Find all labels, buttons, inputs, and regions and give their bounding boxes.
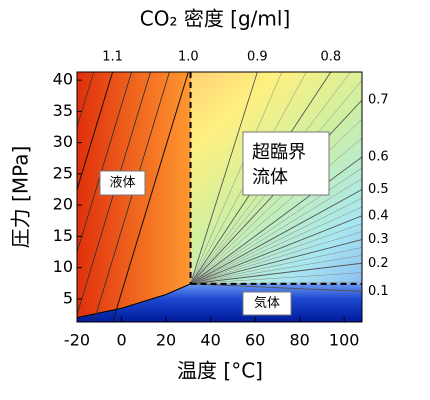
x-tick-label: 80 (289, 331, 309, 350)
x-tick-label: 20 (156, 331, 176, 350)
density-contour (190, 178, 362, 285)
density-contour (77, 72, 132, 254)
region-label: 気体 (254, 295, 280, 311)
density-label: 0.4 (368, 208, 389, 223)
region-label: 超臨界 (252, 142, 306, 163)
density-contour (190, 223, 362, 285)
y-tick-label: 15 (53, 226, 73, 245)
x-tick-label: 100 (329, 331, 360, 350)
density-contour (190, 283, 362, 292)
y-tick-label: 25 (53, 163, 73, 182)
region-label: 液体 (109, 176, 135, 191)
x-tick-label: -20 (64, 331, 90, 350)
y-axis-label: 圧力 [MPa] (9, 146, 33, 249)
density-label: 0.7 (368, 93, 389, 108)
density-label: 0.8 (320, 50, 341, 65)
chart-title: CO₂ 密度 [g/ml] (140, 7, 291, 31)
y-tick-label: 20 (53, 195, 73, 214)
y-tick-label: 5 (63, 288, 73, 307)
x-axis-label: 温度 [°C] (177, 359, 263, 383)
density-contour (77, 72, 95, 129)
density-contour (190, 167, 362, 285)
label-box (99, 170, 146, 196)
saturation-curve (77, 283, 191, 319)
density-contour (190, 72, 283, 284)
density-contour (190, 239, 362, 285)
density-label: 1.1 (102, 50, 123, 65)
region-label: 流体 (252, 167, 288, 188)
y-tick-label: 40 (53, 70, 73, 89)
y-tick-label: 10 (53, 257, 73, 276)
density-label: 0.3 (368, 232, 389, 247)
density-label: 0.6 (368, 150, 389, 165)
density-contour (112, 72, 189, 322)
density-label: 0.5 (368, 182, 389, 197)
density-contour (190, 156, 362, 285)
density-label: 0.2 (368, 256, 389, 271)
density-contour (190, 189, 362, 285)
label-box (242, 131, 330, 196)
density-contour (190, 255, 362, 285)
density-contour (77, 72, 151, 316)
x-tick-label: 0 (116, 331, 126, 350)
label-box (242, 291, 292, 316)
density-contour (77, 72, 114, 192)
density-contour (190, 118, 362, 285)
density-contour (190, 215, 362, 285)
x-tick-label: 60 (245, 331, 265, 350)
density-contour (190, 262, 362, 285)
density-contour (190, 137, 362, 285)
density-contour (190, 272, 362, 285)
density-contour (190, 206, 362, 285)
plot-frame (76, 71, 363, 323)
density-contour (93, 72, 170, 322)
density-label: 0.9 (247, 50, 268, 65)
y-tick-label: 30 (53, 132, 73, 151)
density-contour (190, 198, 362, 285)
density-label: 0.1 (368, 284, 389, 299)
overlay: -20 0 20 40 60 80 100 5 10 15 20 25 30 35 40 1.1 1.0 0.9 0… (53, 50, 389, 350)
y-tick-label: 35 (53, 101, 73, 120)
density-contour (190, 72, 258, 285)
x-tick-label: 40 (200, 331, 220, 350)
density-contour (190, 231, 362, 285)
density-label: 1.0 (178, 50, 199, 65)
density-contour (190, 247, 362, 285)
